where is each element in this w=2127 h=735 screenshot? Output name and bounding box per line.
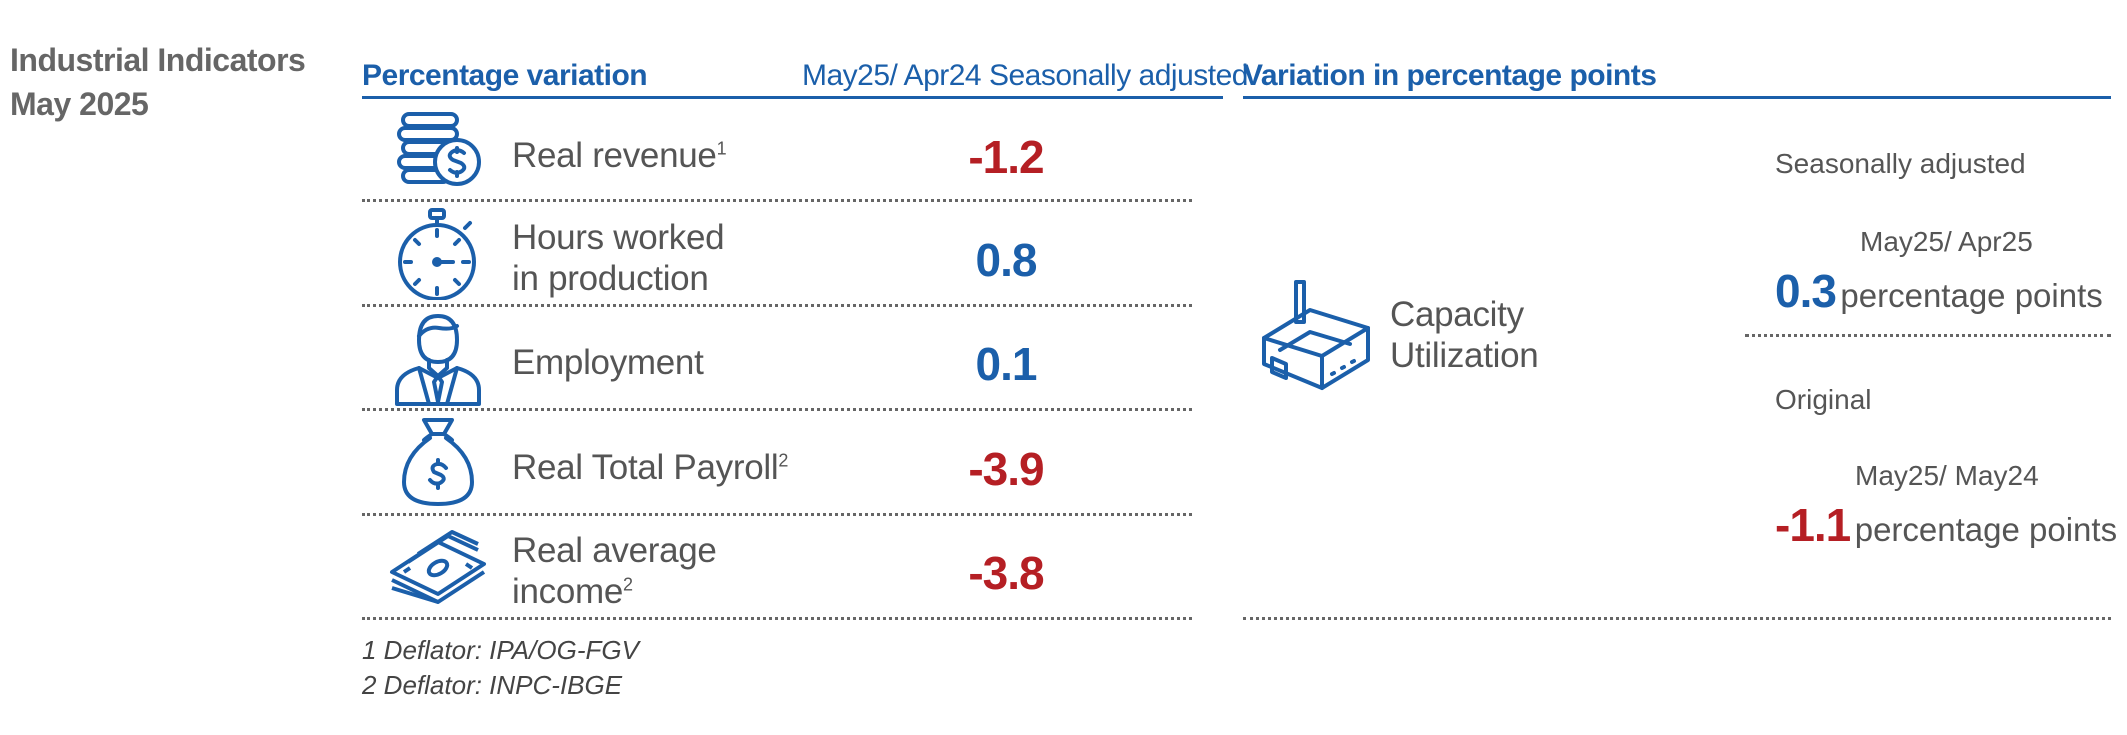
row-divider [362,304,1192,307]
row-divider [362,199,1192,202]
left-panel-period: May25/ Apr24 Seasonally adjusted [802,59,1248,92]
stopwatch-icon [395,208,479,300]
row-divider [362,408,1192,411]
seasonal-divider [1745,334,2111,337]
capacity-line-1: Capacity [1390,295,1524,334]
coins-stack-dollar-icon [395,110,485,190]
title-line-1: Industrial Indicators [10,42,306,78]
footnote-ref-2b: 2 [623,574,633,595]
seasonal-period: May25/ Apr25 [1860,226,2033,257]
income-value: -3.8 [968,547,1044,599]
original-result: -1.1 percentage points [1775,498,2117,552]
income-line-2: income [512,572,624,611]
capacity-line-2: Utilization [1390,336,1539,375]
money-bag-dollar-icon [400,416,476,508]
right-panel-header: Variation in percentage points [1243,59,1657,92]
row-payroll-label: Real Total Payroll2 [512,447,788,488]
footnote-2: 2 Deflator: INPC-IBGE [362,670,623,700]
person-suit-icon [393,310,483,406]
seasonal-label: Seasonally adjusted [1775,148,2026,179]
original-unit: percentage points [1854,511,2118,548]
factory-icon [1260,278,1372,394]
capacity-utilization-label: Capacity Utilization [1390,294,1539,376]
row-real-revenue-label: Real revenue1 [512,135,727,176]
footnote-ref-1: 1 [716,138,727,159]
footnote-ref-2: 2 [778,450,789,471]
hours-worked-line-2: in production [512,259,709,298]
footnote-1: 1 Deflator: IPA/OG-FGV [362,635,639,665]
seasonal-result: 0.3 percentage points [1775,264,2103,318]
right-header-rule [1243,96,2111,99]
left-header-rule-right [787,96,1223,99]
right-bottom-divider [1243,617,2111,620]
seasonal-unit: percentage points [1840,277,2103,314]
income-line-1: Real average [512,531,717,570]
original-value: -1.1 [1775,499,1851,551]
title-line-2: May 2025 [10,86,149,122]
page-title: Industrial Indicators May 2025 [10,38,306,126]
payroll-text: Real Total Payroll [512,448,779,487]
hours-worked-line-1: Hours worked [512,218,725,257]
row-hours-worked-label: Hours worked in production [512,217,725,299]
real-revenue-text: Real revenue [512,136,717,175]
row-income-label: Real average income2 [512,530,717,612]
original-label: Original [1775,384,1872,415]
original-period: May25/ May24 [1855,460,2039,491]
payroll-value: -3.9 [968,443,1044,495]
real-revenue-value: -1.2 [968,131,1044,183]
left-panel-header: Percentage variation [362,59,648,92]
row-divider [362,617,1192,620]
employment-value: 0.1 [975,338,1038,390]
seasonal-value: 0.3 [1775,265,1837,317]
hours-worked-value: 0.8 [975,234,1038,286]
banknotes-stack-icon [388,526,488,604]
left-header-rule [362,96,787,99]
row-divider [362,513,1192,516]
employment-label: Employment [512,343,704,382]
